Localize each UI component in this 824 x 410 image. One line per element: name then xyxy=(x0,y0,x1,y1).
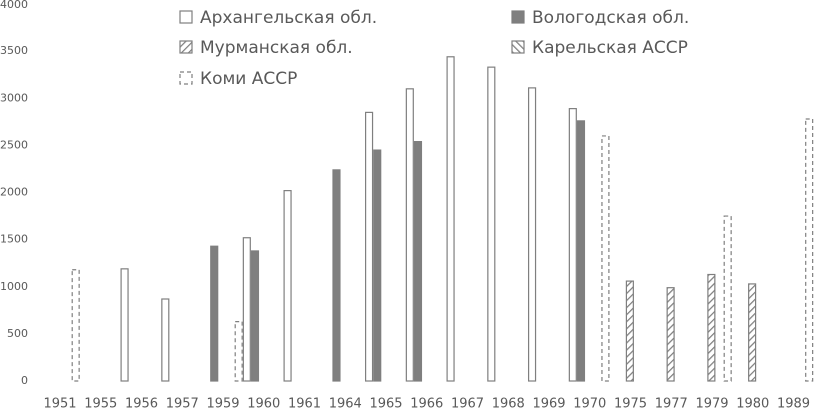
x-tick-label: 1961 xyxy=(288,397,321,410)
bar xyxy=(707,273,716,382)
bar xyxy=(405,88,414,382)
y-tick-label: 3000 xyxy=(0,91,28,104)
y-tick-label: 0 xyxy=(21,374,28,387)
bar xyxy=(446,56,455,382)
bar xyxy=(748,283,757,382)
x-tick-label: 1969 xyxy=(532,397,565,410)
x-tick-label: 1975 xyxy=(614,397,647,410)
bar xyxy=(413,141,423,382)
x-tick-label: 1979 xyxy=(695,397,728,410)
bar xyxy=(365,111,374,382)
bar xyxy=(666,287,675,382)
x-tick-label: 1959 xyxy=(206,397,239,410)
x-tick-label: 1965 xyxy=(369,397,402,410)
x-tick-label: 1989 xyxy=(777,397,810,410)
legend-label: Архангельская обл. xyxy=(200,8,377,28)
legend-marker xyxy=(179,71,193,85)
x-tick-label: 1967 xyxy=(451,397,484,410)
bar xyxy=(283,190,292,382)
y-tick-label: 500 xyxy=(7,327,28,340)
legend-label: Вологодская обл. xyxy=(532,8,689,28)
legend-label: Мурманская обл. xyxy=(200,38,353,58)
bar xyxy=(250,250,260,382)
y-tick-label: 2000 xyxy=(0,186,28,199)
bar xyxy=(71,269,80,382)
x-tick-label: 1977 xyxy=(655,397,688,410)
x-tick-label: 1955 xyxy=(84,397,117,410)
bar xyxy=(210,245,219,382)
y-tick-label: 2500 xyxy=(0,138,28,151)
legend-label: Карельская АССР xyxy=(532,38,688,58)
x-tick-label: 1964 xyxy=(329,397,362,410)
bar xyxy=(601,135,610,382)
bar xyxy=(527,87,537,382)
x-tick-label: 1957 xyxy=(166,397,199,410)
bar xyxy=(487,66,496,382)
bar xyxy=(576,120,586,382)
bar xyxy=(242,237,251,382)
bar xyxy=(625,280,634,382)
bar xyxy=(120,268,129,382)
bar xyxy=(805,118,814,382)
bar xyxy=(161,298,170,382)
y-tick-label: 1000 xyxy=(0,280,28,293)
legend-marker xyxy=(179,40,193,54)
legend-label: Коми АССР xyxy=(200,69,297,89)
y-tick-label: 4000 xyxy=(0,0,28,11)
y-tick-label: 3500 xyxy=(0,44,28,57)
x-tick-label: 1968 xyxy=(492,397,525,410)
x-tick-label: 1960 xyxy=(247,397,280,410)
bar xyxy=(723,215,732,382)
x-tick-label: 1951 xyxy=(43,397,76,410)
bar xyxy=(373,149,382,382)
legend-marker xyxy=(179,10,193,24)
bar xyxy=(568,108,577,382)
x-tick-label: 1970 xyxy=(573,397,606,410)
x-tick-label: 1956 xyxy=(125,397,158,410)
legend-marker xyxy=(511,10,525,24)
bar xyxy=(234,321,243,382)
legend-marker xyxy=(511,40,525,54)
y-tick-label: 1500 xyxy=(0,233,28,246)
x-tick-label: 1966 xyxy=(410,397,443,410)
x-tick-label: 1980 xyxy=(736,397,769,410)
bar xyxy=(332,169,341,382)
